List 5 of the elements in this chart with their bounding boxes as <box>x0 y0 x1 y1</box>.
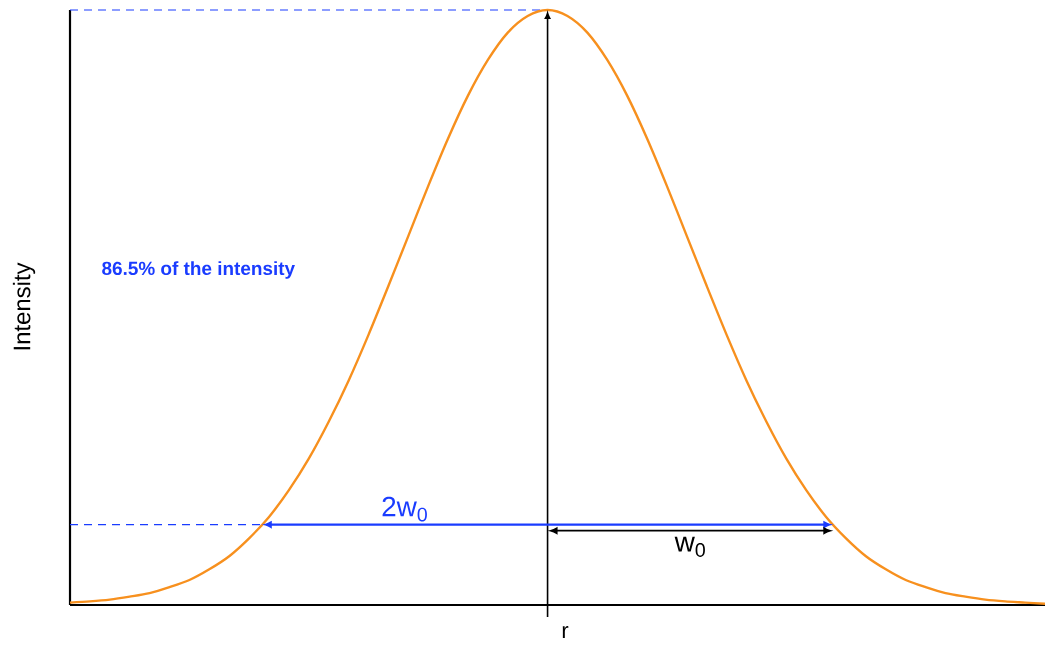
y-axis-title: Intensity <box>12 262 36 350</box>
annotation: w$_{0}$ <box>674 536 705 557</box>
annotation: 2w$_{0}$ <box>382 496 427 522</box>
annotation: 86.5% of the intensity <box>102 261 295 279</box>
x-axis-title: r <box>562 626 569 638</box>
